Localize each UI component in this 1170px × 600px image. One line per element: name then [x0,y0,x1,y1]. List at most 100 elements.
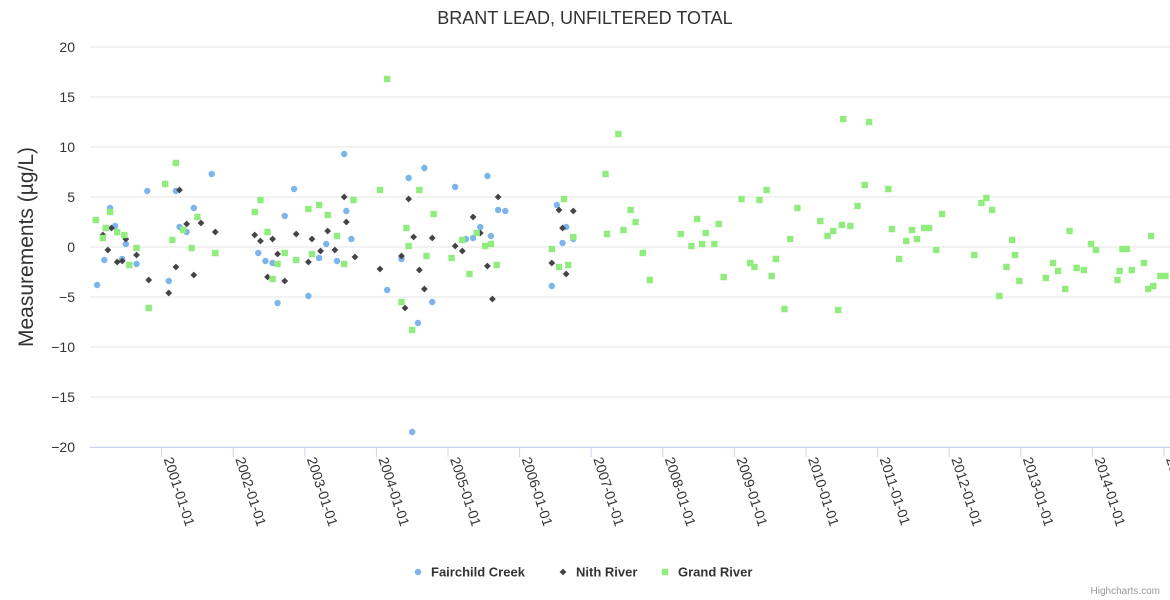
point-grand-river[interactable] [763,186,770,194]
credits-link[interactable]: Highcharts.com [1091,586,1160,597]
point-grand-river[interactable] [688,242,695,250]
point-nith-river[interactable] [308,235,316,243]
point-grand-river[interactable] [865,118,873,126]
point-grand-river[interactable] [114,228,121,236]
point-nith-river[interactable] [569,207,577,215]
point-grand-river[interactable] [102,224,109,232]
point-nith-river[interactable] [251,231,259,239]
point-grand-river[interactable] [1087,240,1095,248]
point-grand-river[interactable] [1066,227,1073,235]
point-grand-river[interactable] [1054,267,1062,275]
point-grand-river[interactable] [1116,267,1123,275]
point-fairchild-creek[interactable] [315,254,323,262]
point-grand-river[interactable] [169,236,176,244]
point-grand-river[interactable] [305,205,312,213]
point-grand-river[interactable] [781,305,788,313]
point-grand-river[interactable] [1123,245,1130,253]
point-grand-river[interactable] [482,242,489,250]
point-fairchild-creek[interactable] [122,240,129,248]
point-nith-river[interactable] [274,250,281,258]
point-grand-river[interactable] [274,260,281,268]
point-nith-river[interactable] [340,193,348,201]
point-fairchild-creek[interactable] [133,260,140,268]
point-grand-river[interactable] [350,196,357,204]
point-grand-river[interactable] [1145,285,1152,293]
point-grand-river[interactable] [840,115,847,123]
point-grand-river[interactable] [269,275,276,283]
point-fairchild-creek[interactable] [208,170,215,178]
point-grand-river[interactable] [376,186,384,194]
point-grand-river[interactable] [824,232,831,240]
point-fairchild-creek[interactable] [383,286,391,294]
point-nith-river[interactable] [183,220,191,228]
point-grand-river[interactable] [971,251,978,259]
point-fairchild-creek[interactable] [274,299,281,307]
point-fairchild-creek[interactable] [290,185,298,193]
point-grand-river[interactable] [835,306,842,314]
point-grand-river[interactable] [212,249,219,257]
point-fairchild-creek[interactable] [165,277,172,285]
point-grand-river[interactable] [1073,264,1080,272]
point-grand-river[interactable] [698,240,706,248]
point-grand-river[interactable] [1128,266,1135,274]
point-grand-river[interactable] [925,224,933,232]
point-nith-river[interactable] [269,235,276,243]
point-fairchild-creek[interactable] [340,150,348,158]
point-grand-river[interactable] [772,255,780,263]
point-nith-river[interactable] [342,218,350,226]
point-grand-river[interactable] [1140,259,1148,267]
point-nith-river[interactable] [376,265,384,273]
point-nith-river[interactable] [211,228,219,236]
point-grand-river[interactable] [693,215,701,223]
point-grand-river[interactable] [570,233,577,241]
point-nith-river[interactable] [398,252,405,260]
point-grand-river[interactable] [308,250,316,258]
point-fairchild-creek[interactable] [469,234,477,242]
point-grand-river[interactable] [615,130,622,138]
point-grand-river[interactable] [194,213,201,221]
point-fairchild-creek[interactable] [144,187,151,195]
point-nith-river[interactable] [562,270,570,278]
point-grand-river[interactable] [257,196,264,204]
point-nith-river[interactable] [405,195,413,203]
point-grand-river[interactable] [403,224,410,232]
point-grand-river[interactable] [430,210,437,218]
point-fairchild-creek[interactable] [333,257,341,265]
point-grand-river[interactable] [466,270,473,278]
legend-item-grand-river[interactable]: Grand River [661,565,753,580]
point-grand-river[interactable] [264,228,271,236]
point-grand-river[interactable] [1092,246,1100,254]
point-grand-river[interactable] [251,208,258,216]
point-fairchild-creek[interactable] [305,292,312,300]
point-nith-river[interactable] [145,276,153,284]
point-grand-river[interactable] [106,208,114,216]
point-grand-river[interactable] [423,252,430,260]
point-fairchild-creek[interactable] [409,428,416,436]
point-fairchild-creek[interactable] [421,164,428,172]
point-grand-river[interactable] [978,199,985,207]
point-grand-river[interactable] [983,194,990,202]
point-grand-river[interactable] [281,249,288,257]
point-grand-river[interactable] [711,240,718,248]
point-nith-river[interactable] [351,253,359,261]
point-fairchild-creek[interactable] [559,239,566,247]
point-grand-river[interactable] [913,235,921,243]
point-fairchild-creek[interactable] [255,249,262,257]
point-fairchild-creek[interactable] [484,172,491,180]
point-grand-river[interactable] [603,230,611,238]
point-grand-river[interactable] [293,256,300,264]
point-grand-river[interactable] [794,204,801,212]
point-nith-river[interactable] [172,263,180,271]
point-fairchild-creek[interactable] [451,183,459,191]
point-grand-river[interactable] [161,180,169,188]
point-nith-river[interactable] [257,237,264,245]
point-grand-river[interactable] [1003,263,1010,271]
point-fairchild-creek[interactable] [405,174,412,182]
point-grand-river[interactable] [988,206,996,214]
point-grand-river[interactable] [1061,285,1069,293]
point-nith-river[interactable] [451,242,459,250]
point-fairchild-creek[interactable] [548,282,556,290]
point-grand-river[interactable] [602,170,609,178]
point-nith-river[interactable] [104,246,112,254]
point-grand-river[interactable] [632,218,639,226]
